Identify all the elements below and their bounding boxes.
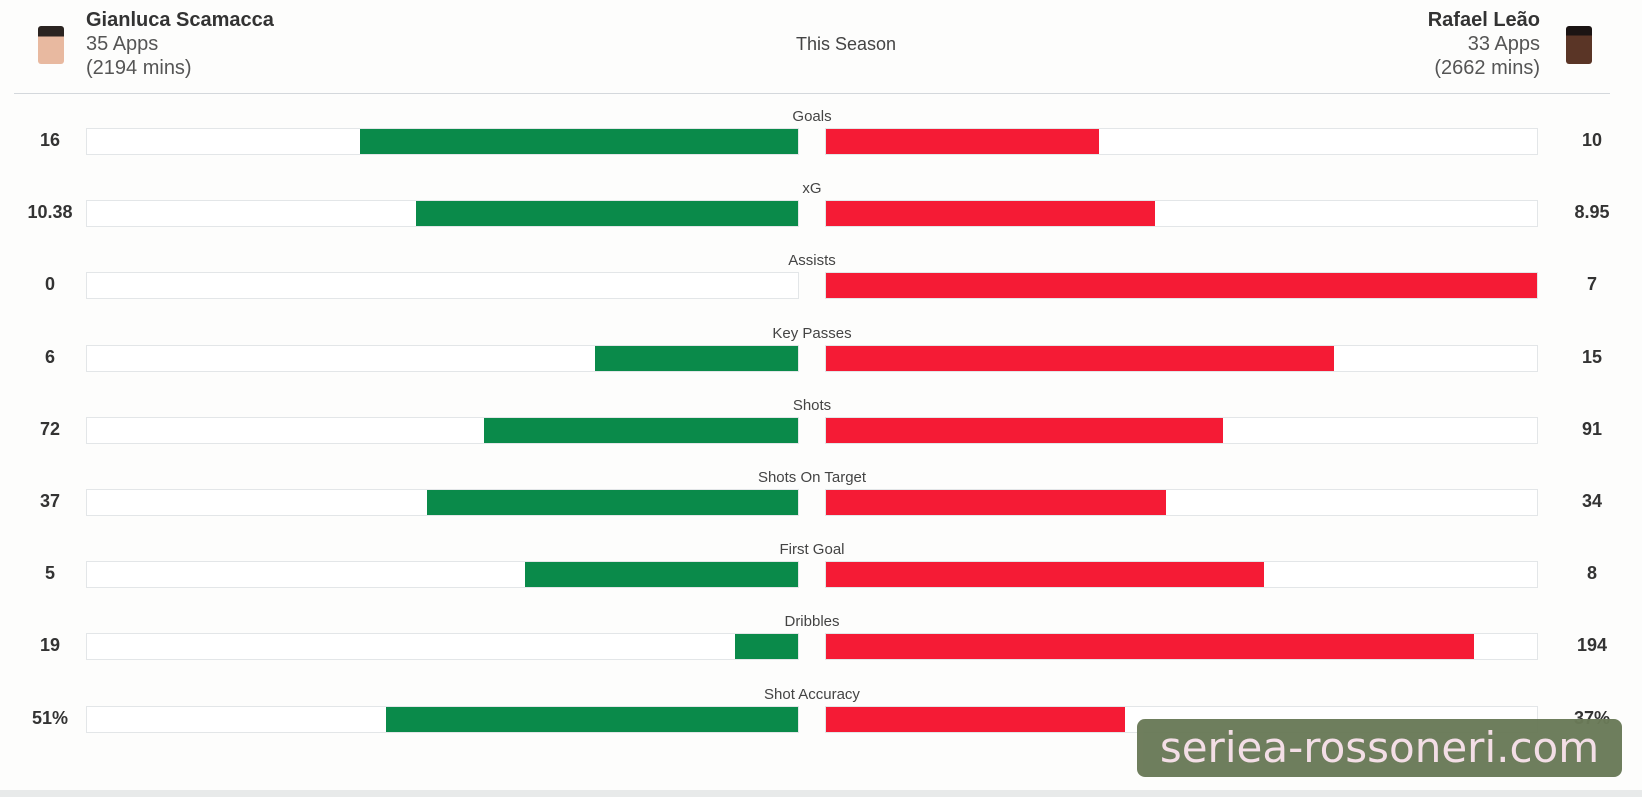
stat-row: Dribbles 19 194 <box>0 613 1642 685</box>
right-bar-track <box>825 128 1538 155</box>
left-value-label: 0 <box>44 274 55 295</box>
left-value-label: 51% <box>31 707 69 728</box>
stat-row: Assists 0 7 <box>0 252 1642 324</box>
left-bar <box>416 201 798 227</box>
player-avatar-right <box>1566 26 1592 64</box>
right-value-label: 7 <box>1586 274 1597 295</box>
right-bar <box>826 129 1100 154</box>
right-value-label: 194 <box>1576 635 1608 656</box>
right-bar <box>826 562 1264 588</box>
stat-row: First Goal 5 8 <box>0 541 1642 613</box>
left-value-label: 10.38 <box>27 202 73 223</box>
left-bar <box>385 706 798 732</box>
right-bar-track <box>825 200 1538 228</box>
right-player-mins: (2662 mins) <box>1434 57 1540 79</box>
right-bar-track <box>825 416 1538 444</box>
left-bar-track <box>86 200 799 228</box>
left-player-name[interactable]: Gianluca Scamacca <box>86 9 274 31</box>
header-divider <box>14 93 1610 94</box>
right-player-name[interactable]: Rafael Leão <box>1427 9 1540 31</box>
player-avatar-left <box>38 26 64 64</box>
left-value-label: 37 <box>39 491 61 511</box>
left-bar <box>594 345 798 371</box>
right-player-info: Rafael Leão 33 Apps (2662 mins) <box>1428 8 1540 80</box>
right-value-label: 15 <box>1581 346 1603 367</box>
left-bar-track <box>86 128 799 155</box>
stat-row: xG 10.38 8.95 <box>0 180 1642 252</box>
left-bar <box>734 634 798 660</box>
left-bar-track <box>86 272 799 300</box>
left-value-label: 16 <box>39 130 61 150</box>
right-bar-track <box>825 561 1538 589</box>
right-bar <box>826 634 1474 660</box>
stat-row: Shots 72 91 <box>0 397 1642 469</box>
right-value-label: 8 <box>1586 563 1597 584</box>
right-bar-track <box>825 633 1538 661</box>
season-label: This Season <box>795 34 897 54</box>
left-bar <box>427 490 798 515</box>
left-value-label: 6 <box>44 346 55 367</box>
stat-row: Key Passes 6 15 <box>0 325 1642 397</box>
right-bar-track <box>825 489 1538 516</box>
left-bar <box>360 129 798 154</box>
left-value-label: 19 <box>39 635 61 656</box>
right-value-label: 91 <box>1581 418 1603 439</box>
bottom-border <box>0 790 1642 797</box>
stat-label: Shot Accuracy <box>764 685 860 703</box>
stat-row: Goals 16 10 <box>0 108 1642 180</box>
right-bar <box>826 201 1156 227</box>
stat-label: Shots <box>792 396 832 414</box>
right-bar <box>826 706 1125 732</box>
stat-row: Shots On Target 37 34 <box>0 469 1642 541</box>
stat-label: First Goal <box>779 541 845 559</box>
left-bar-track <box>86 489 799 516</box>
left-bar <box>524 562 798 588</box>
watermark: seriea-rossoneri.com <box>1137 719 1622 777</box>
left-bar-track <box>86 344 799 372</box>
right-bar <box>826 490 1167 515</box>
left-value-label: 72 <box>39 418 61 439</box>
right-player-apps: 33 Apps <box>1467 33 1540 55</box>
stat-label: Assists <box>788 252 836 270</box>
stat-label: Dribbles <box>784 613 840 631</box>
left-bar-track <box>86 705 799 733</box>
stat-label: Goals <box>792 108 832 125</box>
left-player-apps: 35 Apps <box>86 33 159 55</box>
right-value-label: 8.95 <box>1574 202 1610 223</box>
left-bar-track <box>86 416 799 444</box>
right-bar <box>826 417 1223 443</box>
left-player-info: Gianluca Scamacca 35 Apps (2194 mins) <box>86 8 274 80</box>
comparison-header: Gianluca Scamacca 35 Apps (2194 mins) Th… <box>0 0 1642 94</box>
left-value-label: 5 <box>44 563 55 584</box>
right-bar <box>826 273 1537 299</box>
left-player-mins: (2194 mins) <box>86 57 192 79</box>
left-bar-track <box>86 633 799 661</box>
right-bar <box>826 345 1334 371</box>
right-bar-track <box>825 344 1538 372</box>
stat-label: xG <box>802 180 822 198</box>
left-bar <box>483 417 798 443</box>
stat-label: Shots On Target <box>757 469 867 486</box>
right-value-label: 10 <box>1581 130 1603 150</box>
left-bar-track <box>86 561 799 589</box>
right-bar-track <box>825 272 1538 300</box>
right-value-label: 34 <box>1581 491 1603 511</box>
stat-label: Key Passes <box>772 324 852 342</box>
